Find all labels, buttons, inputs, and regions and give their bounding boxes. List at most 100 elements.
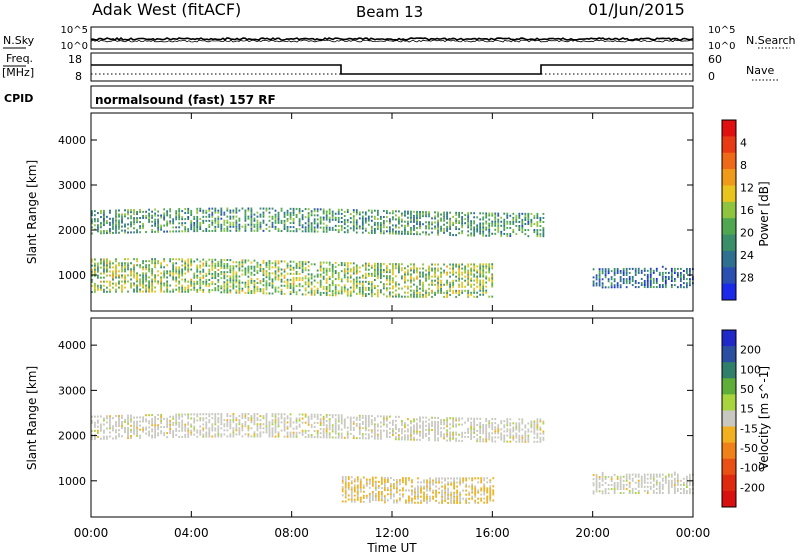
heatmap-cell [482,234,485,237]
heatmap-cell [229,223,232,226]
heatmap-cell [512,436,515,439]
heatmap-cell [181,218,184,221]
heatmap-cell [178,425,181,428]
heatmap-cell [637,489,640,492]
heatmap-cell [395,265,397,268]
heatmap-cell [361,223,364,226]
heatmap-cell [376,266,379,269]
heatmap-cell [422,424,424,427]
heatmap-cell [422,432,424,435]
heatmap-cell [401,224,403,227]
heatmap-cell [425,434,427,437]
heatmap-cell [139,274,141,277]
heatmap-cell [157,426,160,429]
heatmap-cell [364,217,367,220]
heatmap-cell [238,219,241,222]
heatmap-cell [449,427,451,430]
heatmap-cell [676,479,679,482]
heatmap-cell [181,274,184,277]
heatmap-cell [145,231,147,234]
heatmap-cell [175,415,178,418]
heatmap-cell [247,435,250,438]
heatmap-cell [521,422,524,425]
heatmap-cell [205,274,208,277]
heatmap-cell [166,224,169,227]
heatmap-cell [392,423,394,426]
heatmap-cell [307,208,310,211]
heatmap-cell [497,430,500,433]
heatmap-cell [235,429,238,432]
heatmap-cell [399,479,401,482]
heatmap-cell [277,219,280,222]
heatmap-cell [172,278,175,281]
heatmap-cell [367,419,370,422]
heatmap-cell [652,269,655,272]
heatmap-cell [404,281,406,284]
heatmap-cell [238,261,241,264]
heatmap-cell [223,289,226,292]
heatmap-cell [340,434,343,437]
heatmap-cell [429,479,431,482]
heatmap-cell [643,477,646,480]
heatmap-cell [124,262,126,265]
heatmap-cell [604,286,607,289]
heatmap-cell [625,473,628,476]
heatmap-cell [422,211,424,214]
heatmap-cell [211,266,214,269]
heatmap-cell [277,268,280,271]
heatmap-cell [190,213,193,216]
heatmap-cell [382,220,385,223]
heatmap-cell [393,479,395,482]
heatmap-cell [199,217,202,220]
heatmap-cell [229,267,232,270]
heatmap-cell [307,273,310,276]
heatmap-cell [175,423,178,426]
heatmap-cell [184,260,187,263]
heatmap-cell [341,482,344,485]
heatmap-cell [440,213,442,216]
heatmap-cell [301,271,304,274]
heatmap-cell [193,429,196,432]
heatmap-cell [399,499,401,502]
heatmap-cell [483,485,486,488]
heatmap-cell [386,480,389,484]
heatmap-cell [429,487,431,490]
heatmap-cell [364,423,367,426]
heatmap-cell [473,279,476,282]
heatmap-cell [682,274,685,277]
heatmap-cell [402,489,404,492]
heatmap-cell [376,211,379,214]
heatmap-cell [331,430,334,433]
heatmap-cell [379,226,382,229]
heatmap-cell [343,426,346,429]
heatmap-cell [340,212,343,215]
heatmap-cell [298,262,301,265]
heatmap-cell [431,263,433,266]
heatmap-cell [688,490,691,493]
heatmap-cell [416,227,418,230]
heatmap-cell [97,212,99,215]
heatmap-cell [262,415,265,418]
heatmap-cell [444,489,446,492]
heatmap-cell [241,273,244,276]
heatmap-cell [115,272,117,275]
heatmap-cell [259,435,262,438]
heatmap-cell [456,493,459,496]
heatmap-cell [283,276,286,279]
heatmap-cell [175,413,178,416]
heatmap-cell [334,420,337,423]
heatmap-cell [408,499,410,502]
heatmap-cell [118,219,120,222]
heatmap-cell [494,440,497,443]
heatmap-cell [364,264,367,267]
heatmap-cell [100,216,102,219]
heatmap-cell [301,277,304,280]
heatmap-cell [211,223,214,226]
heatmap-cell [401,263,403,266]
heatmap-cell [331,212,334,215]
heatmap-cell [416,285,418,288]
heatmap-cell [277,217,280,220]
heatmap-cell [479,287,482,290]
heatmap-cell [379,433,382,436]
heatmap-cell [385,425,388,428]
